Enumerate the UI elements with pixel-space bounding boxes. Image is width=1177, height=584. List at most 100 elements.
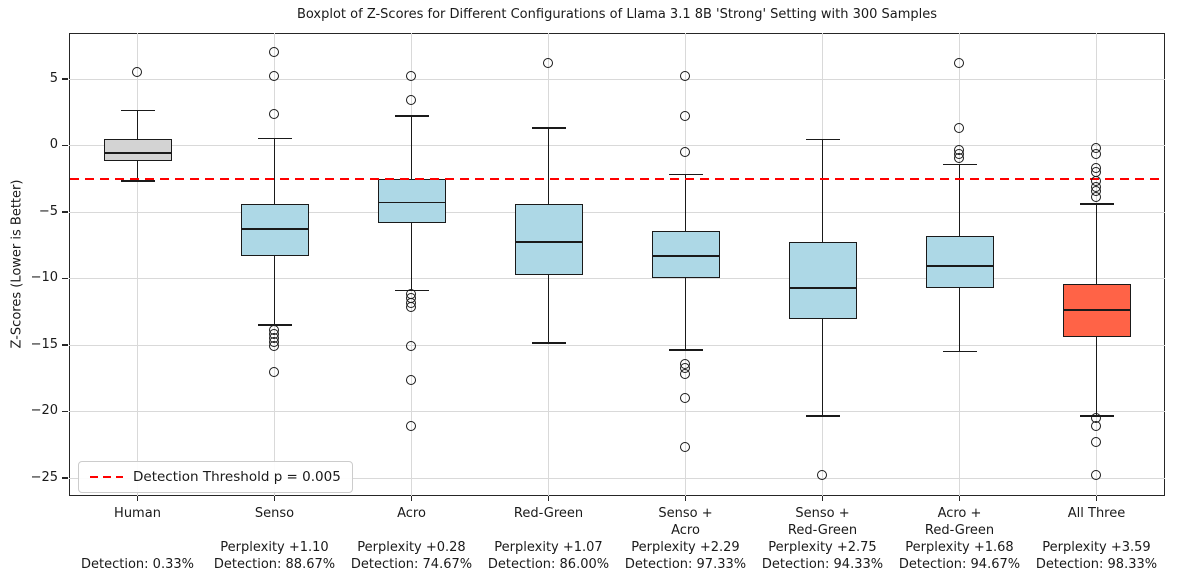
perplexity-label: Perplexity +1.10: [220, 540, 329, 555]
category-label-line: Human: [114, 506, 161, 521]
y-tick-mark: [62, 211, 68, 213]
category-label-block: All Three Perplexity +3.59 Detection: 98.3…: [1017, 506, 1177, 573]
detection-label: Detection: 88.67%: [213, 557, 336, 572]
category-label-block: Senso Perplexity +1.10 Detection: 88.67%: [195, 506, 355, 573]
outlier-point: [1091, 149, 1102, 160]
perplexity-label: Perplexity +2.75: [768, 540, 877, 555]
threshold-line: [70, 177, 1164, 180]
box: [788, 241, 857, 319]
category-label-line: Red-Green: [924, 522, 995, 538]
h-gridline: [69, 411, 1165, 413]
whisker-cap-bottom: [120, 180, 155, 182]
whisker-cap-bottom: [668, 349, 703, 351]
detection-label: Detection: 74.67%: [350, 557, 473, 572]
outlier-point: [406, 420, 417, 431]
outlier-point: [680, 368, 691, 379]
y-tick-label: 5: [49, 70, 58, 86]
detection-label: Detection: 86.00%: [487, 557, 610, 572]
box: [240, 204, 309, 256]
category-label: Acro + Red-Green: [880, 506, 1040, 539]
category-label-block: Acro Perplexity +0.28 Detection: 74.67%: [332, 506, 492, 573]
perplexity-label: [58, 539, 218, 556]
category-label-line: Red-Green: [513, 506, 584, 521]
whisker-cap-top: [394, 115, 429, 117]
median-line: [1062, 309, 1131, 312]
x-tick-mark: [547, 496, 550, 501]
outlier-point: [680, 146, 691, 157]
category-label-line: All Three: [1067, 506, 1126, 521]
y-tick-label: −10: [30, 270, 58, 286]
whisker-cap-bottom: [942, 350, 977, 353]
y-tick-label: −20: [30, 403, 58, 419]
x-tick-mark: [958, 496, 961, 501]
h-gridline: [69, 211, 1165, 213]
category-label: Senso: [195, 506, 355, 539]
whisker-cap-top: [531, 127, 566, 129]
outlier-point: [680, 70, 691, 81]
y-tick-mark: [62, 477, 68, 479]
detection-label: Detection: 94.67%: [898, 557, 1021, 572]
x-tick-mark: [1095, 496, 1098, 501]
category-label: All Three: [1017, 506, 1177, 539]
outlier-point: [269, 367, 280, 378]
outlier-point: [680, 392, 691, 403]
outlier-point: [269, 70, 280, 81]
detection-label: Detection: 94.33%: [761, 557, 884, 572]
outlier-point: [1091, 166, 1102, 177]
perplexity-label: Perplexity +1.07: [494, 540, 603, 555]
y-tick-mark: [62, 344, 68, 346]
box: [514, 204, 583, 275]
perplexity-label: Perplexity +0.28: [357, 540, 466, 555]
legend: Detection Threshold p = 0.005: [78, 461, 353, 493]
outlier-point: [954, 122, 965, 133]
category-label-block: Acro + Red-Green Perplexity +1.68 Detection…: [880, 506, 1040, 573]
y-tick-label: −15: [30, 336, 58, 352]
h-gridline: [69, 278, 1165, 280]
detection-label: Detection: 97.33%: [624, 557, 747, 572]
whisker-cap-top: [805, 138, 840, 141]
category-label-block: Senso + Red-Green Perplexity +2.75 Detectio…: [743, 506, 903, 573]
x-tick-mark: [136, 496, 139, 501]
median-line: [651, 254, 720, 257]
category-label-line: Red-Green: [787, 522, 858, 538]
category-label-block: Senso + Acro Perplexity +2.29 Detection: 97…: [606, 506, 766, 573]
outlier-point: [269, 340, 280, 351]
whisker-cap-top: [257, 137, 292, 140]
category-label: Senso + Red-Green: [743, 506, 903, 539]
category-label: Human: [58, 506, 218, 539]
perplexity-label: Perplexity +3.59: [1042, 540, 1151, 555]
category-label-block: Red-Green Perplexity +1.07 Detection: 86.0…: [469, 506, 629, 573]
outlier-point: [1091, 191, 1102, 202]
x-tick-mark: [684, 496, 687, 501]
v-gridline: [137, 33, 138, 496]
whisker-cap-bottom: [805, 415, 840, 417]
threshold-dash-sample: [90, 476, 123, 478]
category-label: Acro: [332, 506, 492, 539]
perplexity-label: Perplexity +1.68: [905, 540, 1014, 555]
median-line: [788, 287, 857, 290]
outlier-point: [406, 302, 417, 313]
outlier-point: [954, 152, 965, 163]
outlier-point: [269, 46, 280, 57]
box: [103, 138, 172, 162]
h-gridline: [69, 145, 1165, 147]
category-label-line: Senso +: [795, 506, 850, 521]
category-label-line: Senso: [254, 506, 295, 521]
category-label-line: Senso +: [658, 506, 713, 521]
outlier-point: [817, 470, 828, 481]
outlier-point: [132, 66, 143, 77]
detection-label: Detection: 0.33%: [81, 557, 194, 572]
detection-label: Detection: 98.33%: [1035, 557, 1158, 572]
h-gridline: [69, 78, 1165, 80]
y-tick-label: 0: [49, 137, 58, 153]
y-tick-label: −25: [30, 469, 58, 485]
outlier-point: [269, 109, 280, 120]
category-label-line: Acro: [397, 506, 426, 521]
whisker-cap-top: [120, 109, 155, 112]
outlier-point: [1091, 437, 1102, 448]
outlier-point: [406, 340, 417, 351]
h-gridline: [69, 344, 1165, 346]
x-tick-mark: [410, 496, 413, 501]
box: [925, 235, 994, 288]
